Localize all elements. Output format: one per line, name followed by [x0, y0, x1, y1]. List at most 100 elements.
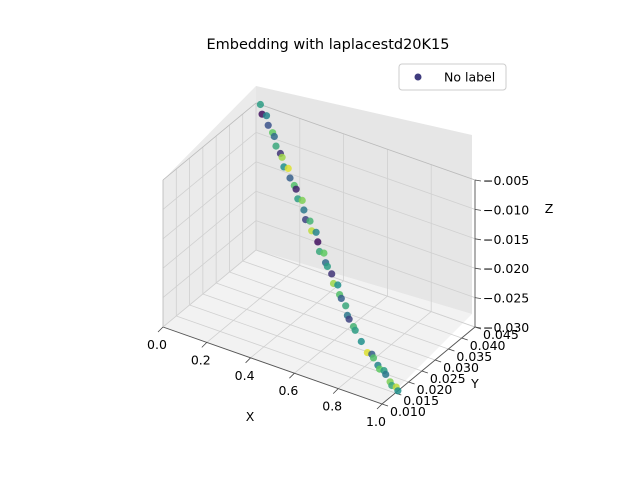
scatter-point — [323, 262, 331, 270]
z-gridline-back — [255, 161, 476, 240]
y-gridline-floor — [176, 315, 396, 394]
z-gridline-back — [255, 190, 476, 269]
scatter-point — [286, 174, 294, 182]
scatter-points — [256, 100, 402, 395]
x-axis-line — [162, 326, 383, 405]
scatter-point — [256, 100, 264, 109]
scatter-point — [320, 249, 328, 257]
scatter-point — [264, 121, 272, 129]
y-tick-label: 0.045 — [483, 327, 519, 342]
y-tick — [381, 403, 389, 407]
x-tick-label: 0.6 — [278, 383, 298, 398]
scatter-point — [262, 112, 271, 120]
scatter-point — [298, 196, 306, 204]
y-tick-label: 0.040 — [470, 338, 506, 353]
z-gridline-back — [255, 132, 476, 210]
z-tick — [474, 209, 482, 211]
scatter-point — [314, 238, 322, 246]
x-tick — [245, 357, 251, 364]
legend-entry-label: No label — [444, 70, 495, 85]
x-gridline-floor — [294, 295, 388, 374]
y-tick — [448, 348, 455, 352]
z-tick-label: −0.025 — [483, 291, 529, 306]
z-tick — [474, 238, 482, 241]
y-gridline-floor — [202, 293, 422, 372]
scatter-point — [351, 326, 359, 334]
back-top-edge-line — [255, 102, 476, 181]
grid-lines — [162, 102, 476, 405]
z-gridline-back — [255, 249, 476, 328]
y-axis-label: Y — [470, 376, 479, 391]
y-tick — [421, 370, 428, 374]
scatter-point — [278, 153, 286, 161]
z-tick — [474, 326, 482, 329]
scatter-point — [337, 294, 345, 302]
z-gridline-left — [162, 132, 257, 210]
tick-labels: 0.00.20.40.60.81.00.0100.0150.0200.0250.… — [147, 173, 529, 429]
floor-pane — [163, 250, 472, 404]
scatter-point — [272, 142, 280, 150]
y-gridline-floor — [189, 304, 409, 383]
x-tick — [289, 372, 295, 379]
y-tick-label: 0.030 — [443, 360, 479, 375]
legend: No label — [398, 63, 507, 91]
legend-marker — [414, 73, 422, 81]
y-gridline-floor — [229, 271, 449, 350]
x-axis-label: X — [246, 409, 255, 424]
y-tick-label: 0.015 — [403, 393, 439, 408]
x-tick-label: 0.4 — [235, 368, 255, 383]
z-tick — [474, 179, 482, 182]
z-tick-label: −0.030 — [483, 320, 529, 335]
scatter-point — [284, 164, 292, 172]
z-gridline-left — [162, 220, 257, 298]
x-tick — [332, 388, 339, 394]
z-gridline-left — [162, 190, 257, 269]
z-axis-label: Z — [545, 201, 554, 216]
x-gridline-floor — [250, 280, 344, 359]
tick-marks — [157, 179, 482, 410]
z-tick-label: −0.015 — [483, 232, 529, 247]
y-tick — [408, 381, 415, 385]
scatter-point — [292, 185, 300, 193]
scatter-point — [369, 354, 378, 362]
z-tick — [474, 297, 482, 299]
x-tick — [157, 326, 164, 333]
x-tick — [201, 342, 208, 348]
scatter-point — [382, 370, 390, 378]
scatter-point — [312, 228, 320, 236]
z-gridline-back — [255, 220, 476, 298]
y-tick-label: 0.020 — [417, 382, 453, 397]
left-pane — [163, 86, 256, 327]
scatter-point — [394, 387, 402, 395]
scatter-point — [300, 206, 308, 214]
z-tick-label: −0.005 — [483, 173, 529, 188]
left-top-edge-line — [162, 102, 257, 181]
y-tick — [461, 337, 468, 341]
x-tick — [376, 403, 383, 410]
z-tick-label: −0.010 — [483, 202, 529, 217]
scatter-point — [270, 132, 278, 141]
x-gridline-floor — [206, 265, 301, 343]
scatter-point — [328, 270, 336, 278]
x-tick-label: 0.2 — [191, 352, 211, 367]
y-tick-label: 0.025 — [430, 371, 466, 386]
x-tick-label: 1.0 — [366, 414, 386, 429]
x-gridline-floor — [337, 311, 432, 389]
chart-title: Embedding with laplacestd20K15 — [206, 37, 449, 53]
y-gridline-floor — [242, 260, 462, 339]
z-gridline-left — [162, 161, 257, 240]
y-tick-label: 0.035 — [456, 349, 492, 364]
z-gridline-left — [162, 249, 257, 328]
x-tick-label: 0.0 — [147, 337, 167, 352]
z-tick — [474, 267, 482, 270]
scatter-point — [357, 337, 365, 346]
y-tick — [435, 359, 442, 363]
scatter-point — [334, 281, 342, 289]
x-tick-label: 0.8 — [322, 399, 342, 414]
legend-frame — [398, 63, 507, 91]
scatter-point — [342, 302, 350, 310]
y-gridline-floor — [216, 282, 436, 361]
scatter-point — [306, 217, 314, 225]
y-tick-label: 0.010 — [390, 404, 426, 419]
